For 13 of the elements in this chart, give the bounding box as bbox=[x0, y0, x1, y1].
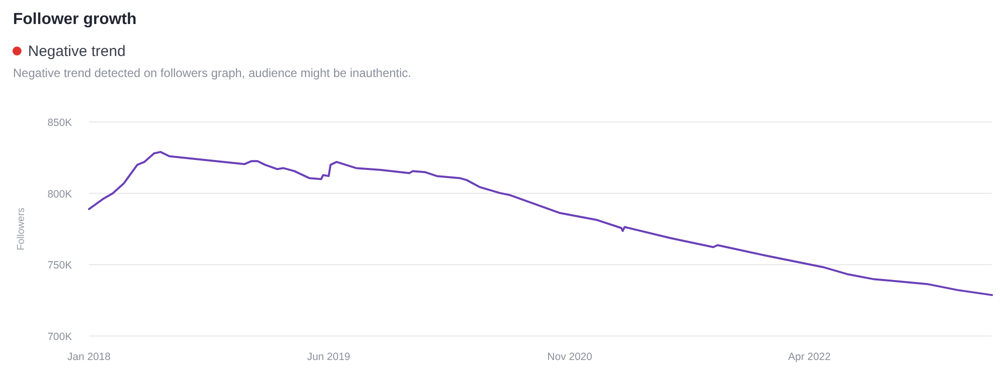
text: Negative trend bbox=[28, 43, 126, 60]
y-axis-title: Followers bbox=[16, 208, 27, 250]
chart-subtitle: Negative trend detected on followers graph, audience might be inauthentic. bbox=[13, 66, 412, 80]
y-tick-label: 700K bbox=[47, 331, 72, 343]
y-tick-label: 850K bbox=[47, 117, 72, 129]
line-series bbox=[88, 150, 993, 296]
chart-title: Follower growth bbox=[13, 11, 137, 28]
y-tick-label: 800K bbox=[47, 188, 72, 200]
x-tick-label: Nov 2020 bbox=[547, 351, 592, 363]
y-tick-label: 750K bbox=[47, 260, 72, 272]
x-tick-label: Apr 2022 bbox=[788, 351, 831, 363]
x-tick-label: Jan 2018 bbox=[67, 351, 111, 363]
x-tick-label: Jun 2019 bbox=[307, 351, 350, 363]
